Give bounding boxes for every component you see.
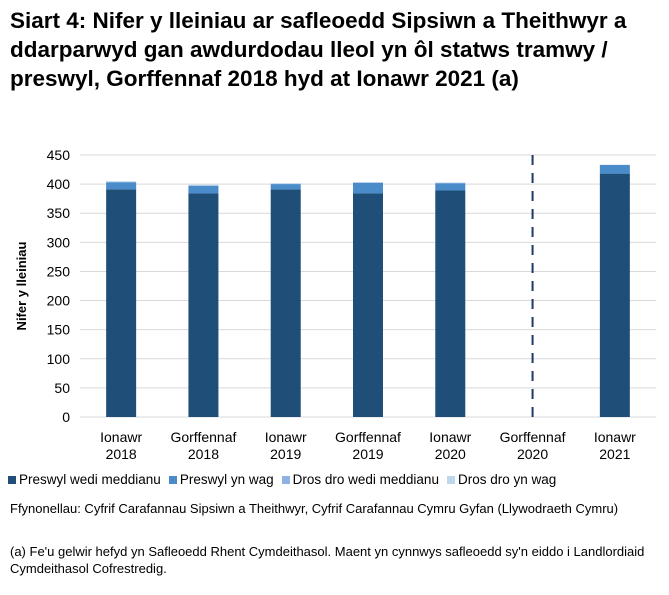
- x-tick-label: Ionawr: [100, 429, 142, 445]
- x-tick-label: 2018: [188, 446, 219, 462]
- legend-swatch: [168, 475, 177, 484]
- x-tick-label: Ionawr: [265, 429, 307, 445]
- y-tick-label: 350: [47, 205, 71, 221]
- bar-segment: [435, 182, 466, 184]
- x-tick-label: Gorffennaf: [170, 429, 236, 445]
- bar-segment: [270, 183, 301, 185]
- y-tick-label: 150: [47, 322, 71, 338]
- bar-segment: [106, 189, 137, 417]
- legend: Preswyl wedi meddianu Preswyl yn wag Dros …: [8, 472, 556, 487]
- legend-item: Preswyl yn wag: [168, 472, 274, 487]
- y-tick-label: 0: [62, 409, 70, 425]
- legend-swatch: [8, 475, 16, 484]
- legend-swatch: [446, 475, 455, 484]
- y-tick-label: 300: [47, 234, 71, 250]
- legend-label: Dros dro wedi meddianu: [292, 472, 439, 487]
- bar-segment: [270, 184, 301, 190]
- bar-segment: [353, 182, 383, 183]
- x-tick-label: Gorffennaf: [500, 429, 566, 445]
- legend-label: Preswyl wedi meddianu: [19, 472, 161, 487]
- bar-segment: [106, 182, 137, 190]
- y-tick-label: 250: [47, 263, 71, 279]
- bar-segment: [435, 183, 466, 191]
- y-axis-title: Nifer y lleiniau: [14, 242, 29, 331]
- bar-segment: [106, 181, 137, 183]
- bar-segment: [353, 193, 383, 417]
- sources-note: Ffynonellau: Cyfrif Carafannau Sipsiwn a…: [10, 501, 619, 516]
- legend-label: Preswyl yn wag: [179, 472, 274, 487]
- y-tick-label: 100: [47, 351, 71, 367]
- bar-segment: [188, 184, 219, 186]
- bar-segment: [270, 189, 301, 417]
- legend-item: Dros dro wedi meddianu: [281, 472, 439, 487]
- legend-swatch: [281, 475, 290, 484]
- y-tick-label: 200: [47, 293, 71, 309]
- bar-segment: [599, 164, 630, 174]
- footnote: (a) Fe'u gelwir hefyd yn Safleoedd Rhent…: [10, 544, 645, 576]
- y-tick-label: 450: [47, 147, 71, 163]
- x-tick-label: Ionawr: [594, 429, 636, 445]
- bar-segment: [106, 181, 137, 182]
- x-tick-label: 2020: [517, 446, 548, 462]
- bar-segment: [435, 190, 466, 417]
- bar-segment: [435, 182, 466, 183]
- chart-title: Siart 4: Nifer y lleiniau ar safleoedd S…: [10, 8, 627, 91]
- y-tick-label: 400: [47, 176, 71, 192]
- bar-segment: [353, 182, 383, 194]
- x-tick-label: 2019: [270, 446, 301, 462]
- bar-segment: [188, 185, 219, 186]
- bar-segment: [188, 185, 219, 194]
- x-tick-label: 2019: [352, 446, 383, 462]
- x-tick-label: 2021: [599, 446, 630, 462]
- x-tick-label: Ionawr: [429, 429, 471, 445]
- bar-segment: [188, 193, 219, 417]
- chart-plot: 0 50 100 150 200 250 300 350 400 450 Nifer y llein…: [14, 147, 656, 462]
- x-tick-label: 2020: [435, 446, 466, 462]
- legend-item: Dros dro yn wag: [446, 472, 557, 487]
- bar-segment: [599, 173, 630, 417]
- x-tick-label: 2018: [106, 446, 137, 462]
- y-tick-label: 50: [54, 380, 70, 396]
- legend-item: Preswyl wedi meddianu: [8, 472, 161, 487]
- x-tick-label: Gorffennaf: [335, 429, 401, 445]
- legend-label: Dros dro yn wag: [457, 472, 557, 487]
